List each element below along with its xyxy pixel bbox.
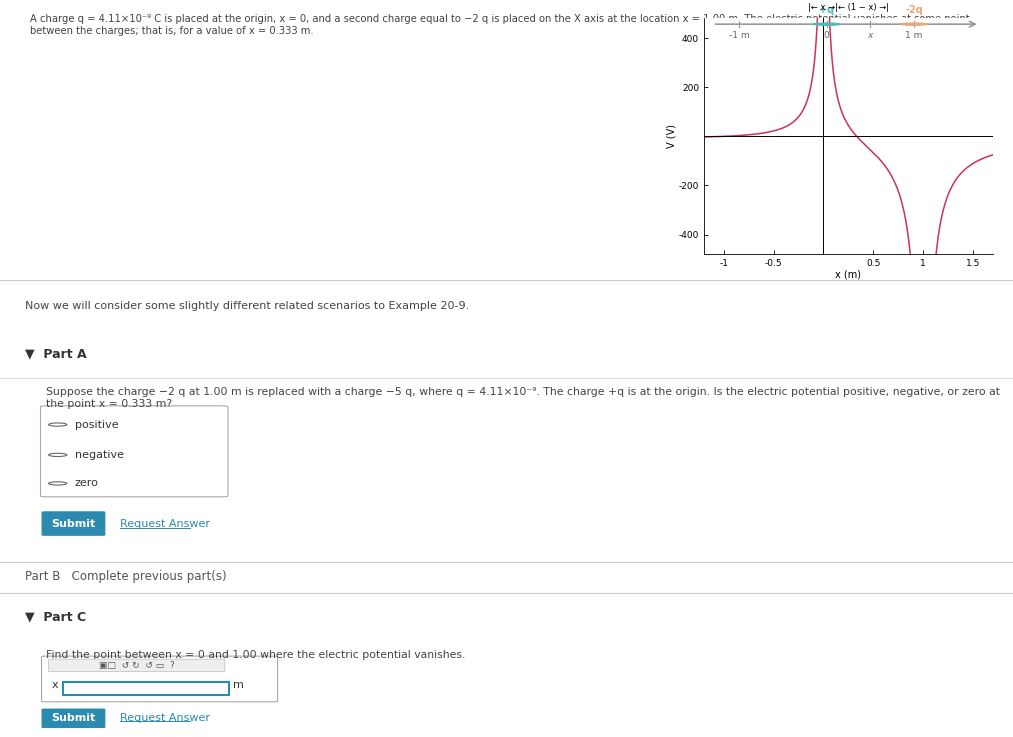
FancyBboxPatch shape [49,659,225,671]
FancyBboxPatch shape [42,511,105,536]
Circle shape [49,482,67,485]
Text: negative: negative [75,450,124,460]
Circle shape [49,423,67,426]
Text: zero: zero [75,478,99,489]
Text: Now we will consider some slightly different related scenarios to Example 20-9.: Now we will consider some slightly diffe… [25,301,470,310]
Text: A charge q = 4.11×10⁻⁹ C is placed at the origin, x = 0, and a second charge equ: A charge q = 4.11×10⁻⁹ C is placed at th… [30,14,970,35]
Text: positive: positive [75,419,119,430]
FancyBboxPatch shape [42,708,105,728]
Text: ▼  Part C: ▼ Part C [25,610,86,624]
Text: -1 m: -1 m [728,31,750,41]
X-axis label: x (m): x (m) [836,270,861,279]
Text: Suppose the charge −2 q at 1.00 m is replaced with a charge −5 q, where q = 4.11: Suppose the charge −2 q at 1.00 m is rep… [46,387,1000,409]
Text: ▼  Part A: ▼ Part A [25,347,87,360]
FancyBboxPatch shape [63,682,229,694]
Text: +q: +q [819,5,834,15]
Text: Request Answer: Request Answer [120,713,210,723]
FancyBboxPatch shape [41,406,228,497]
Text: Submit: Submit [52,519,95,528]
Text: x =: x = [52,680,71,690]
Circle shape [813,23,840,25]
Text: 0: 0 [824,31,830,41]
Y-axis label: V (V): V (V) [666,125,676,148]
Text: ▣□  ↺ ↻  ↺ ▭  ?: ▣□ ↺ ↻ ↺ ▭ ? [99,661,174,670]
Text: -2q: -2q [906,5,923,15]
FancyBboxPatch shape [42,656,278,702]
Circle shape [49,453,67,456]
Text: Part B   Complete previous part(s): Part B Complete previous part(s) [25,570,227,583]
Text: 1 m: 1 m [906,31,923,41]
Text: Submit: Submit [52,713,95,723]
Text: x: x [867,31,873,41]
Text: m: m [233,680,244,690]
Text: Request Answer: Request Answer [120,519,210,528]
Text: |← x →|← (1 − x) →|: |← x →|← (1 − x) →| [807,3,889,12]
Circle shape [901,23,927,25]
Text: Find the point between x = 0 and 1.00 where the electric potential vanishes.: Find the point between x = 0 and 1.00 wh… [46,650,465,660]
